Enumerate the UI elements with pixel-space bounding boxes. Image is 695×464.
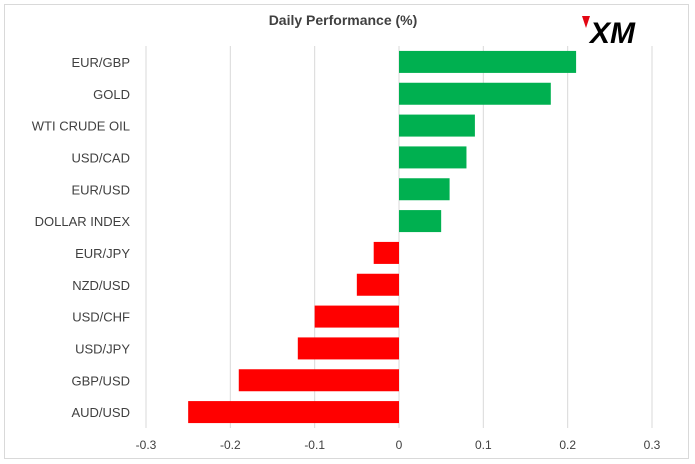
bar-gbp-usd: [238, 369, 399, 392]
bar-nzd-usd: [356, 273, 399, 296]
bar-aud-usd: [188, 401, 399, 424]
bar-usd-chf: [314, 305, 399, 328]
bar-eur-usd: [399, 178, 450, 201]
category-label: NZD/USD: [72, 278, 130, 293]
x-tick-label: -0.1: [304, 438, 325, 452]
x-tick-labels: -0.3 -0.2 -0.1 0 0.1 0.2 0.3: [136, 438, 661, 452]
category-label: USD/JPY: [75, 341, 130, 356]
bar-eur-gbp: [399, 50, 577, 73]
bar-eur-jpy: [373, 241, 399, 264]
x-tick-label: 0.1: [475, 438, 492, 452]
x-tick-label: 0.2: [559, 438, 576, 452]
xm-logo-icon: XM: [582, 16, 636, 50]
bars: [188, 50, 577, 424]
category-label: AUD/USD: [71, 405, 130, 420]
x-tick-label: -0.3: [136, 438, 157, 452]
category-label: WTI CRUDE OIL: [32, 119, 130, 134]
category-label: GBP/USD: [71, 373, 130, 388]
category-label: EUR/GBP: [71, 55, 130, 70]
bar-usd-cad: [399, 146, 467, 169]
category-labels: EUR/GBP GOLD WTI CRUDE OIL USD/CAD EUR/USD DO…: [32, 55, 131, 420]
bar-dollar-index: [399, 210, 442, 233]
logo-text: XM: [588, 17, 636, 50]
category-label: GOLD: [93, 87, 130, 102]
category-label: USD/CAD: [71, 150, 130, 165]
logo-red-mark: [582, 16, 590, 28]
grid-lines: [145, 46, 653, 428]
chart-title: Daily Performance (%): [268, 12, 418, 28]
category-label: DOLLAR INDEX: [35, 214, 131, 229]
category-label: EUR/JPY: [75, 246, 130, 261]
x-tick-label: 0: [396, 438, 403, 452]
category-label: EUR/USD: [71, 182, 130, 197]
category-label: USD/CHF: [72, 310, 130, 325]
bar-usd-jpy: [297, 337, 399, 360]
x-tick-label: -0.2: [220, 438, 241, 452]
x-tick-label: 0.3: [644, 438, 661, 452]
bar-gold: [399, 82, 551, 105]
bar-wti-crude-oil: [399, 114, 475, 137]
